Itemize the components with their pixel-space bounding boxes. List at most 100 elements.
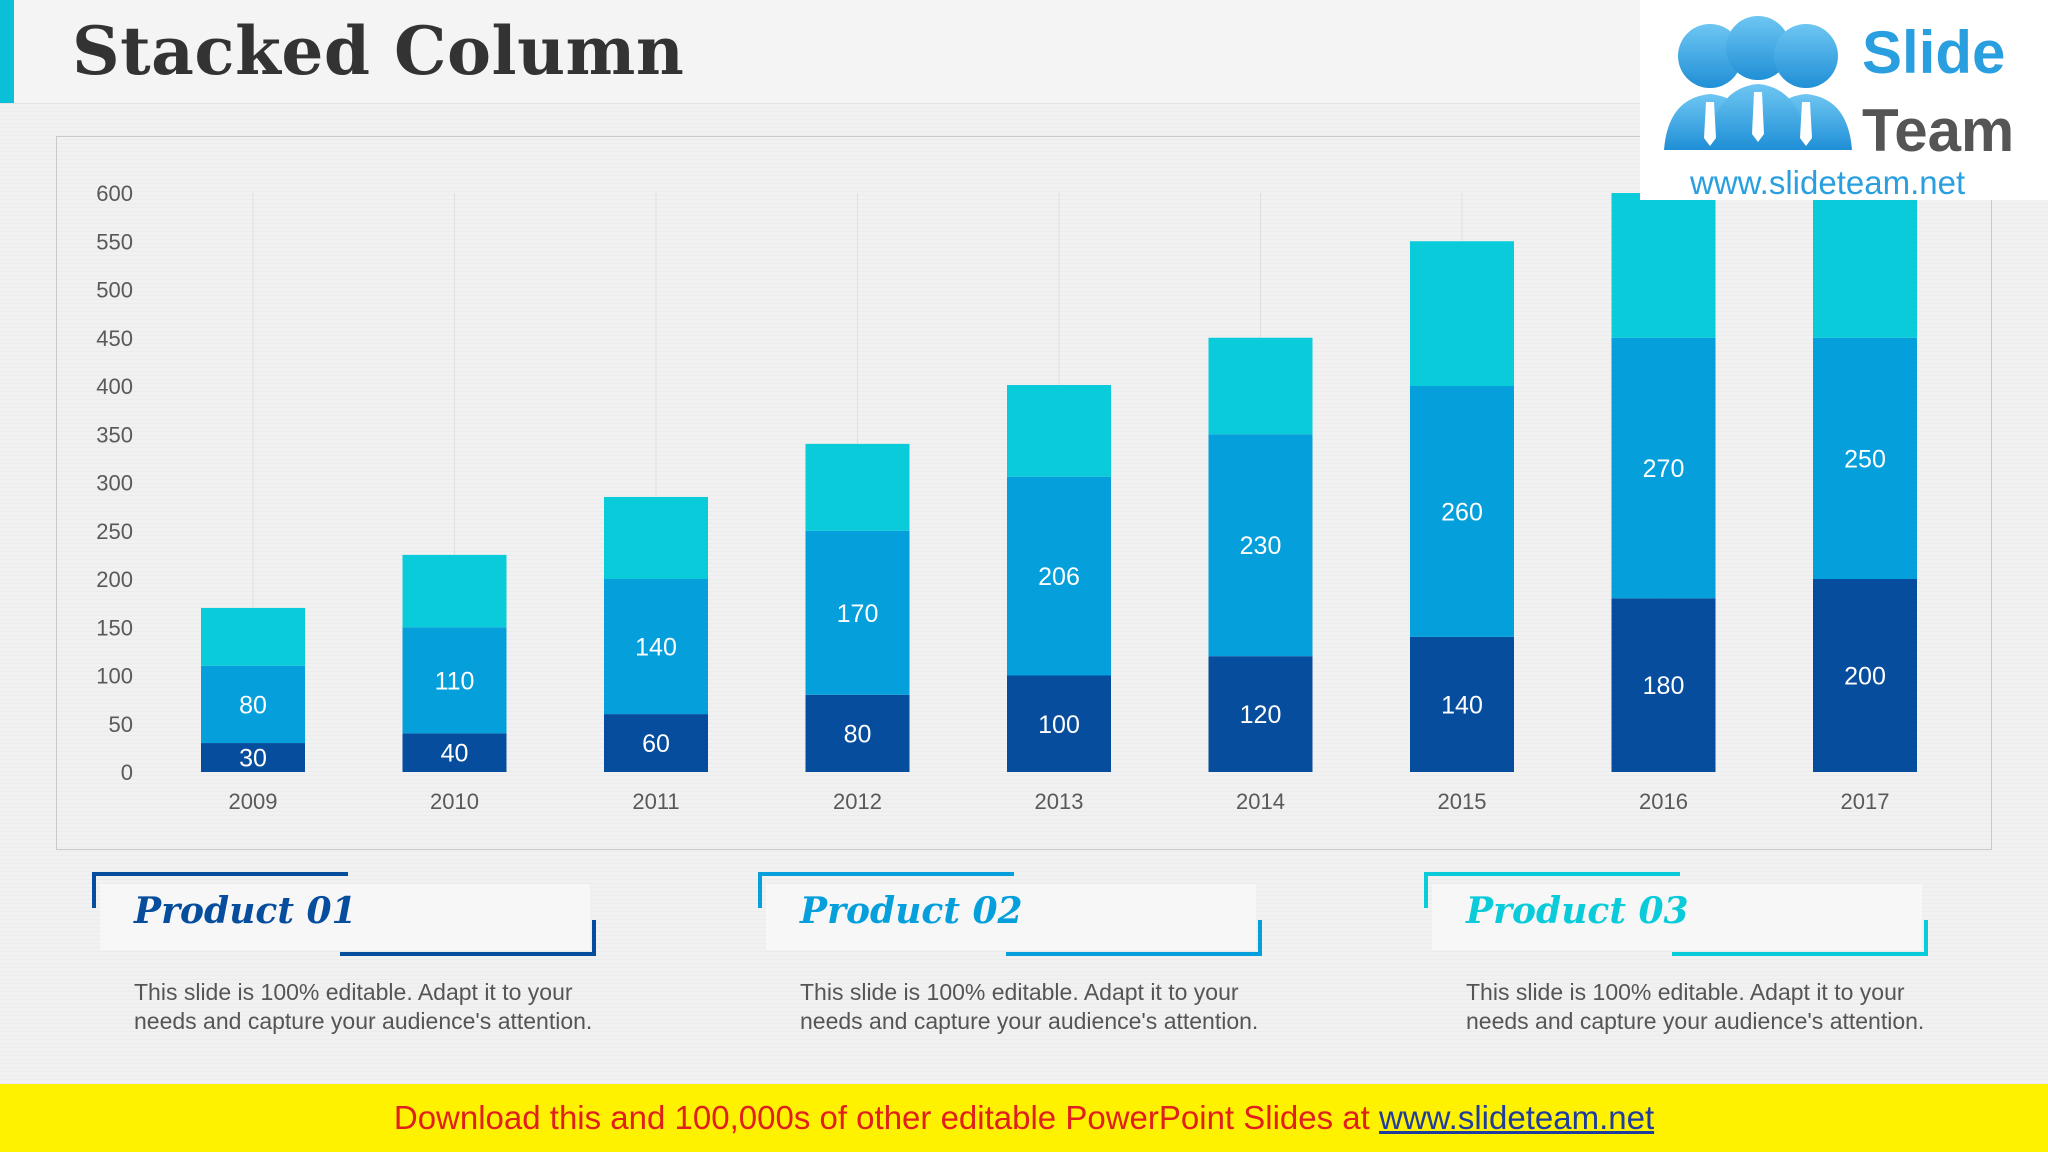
product-02-card: Product 02 This slide is 100% editable. … (758, 872, 1278, 1072)
bar-2009-series-2 (201, 665, 305, 744)
product-03-description: This slide is 100% editable. Adapt it to… (1466, 978, 1966, 1036)
bar-2015-series-2 (1410, 386, 1514, 637)
y-tick-label-550: 550 (96, 229, 133, 254)
bar-2014-series-2 (1208, 434, 1313, 657)
data-label-2013-series-1: 100 (1038, 711, 1080, 739)
x-tick-label-2017: 2017 (1841, 789, 1890, 814)
product-03-bracket-top (1424, 872, 1680, 908)
data-label-2017-series-2: 250 (1844, 445, 1886, 473)
bar-2014-series-1 (1208, 656, 1313, 772)
data-label-2009-series-1: 30 (239, 745, 267, 773)
product-01-card: Product 01 This slide is 100% editable. … (92, 872, 612, 1072)
banner-text: Download this and 100,000s of other edit… (394, 1099, 1654, 1136)
data-label-2013-series-2: 206 (1038, 563, 1080, 591)
chart-frame: 0 50 100 150 200 250 300 350 400 450 500 550 600 30 80… (56, 136, 1992, 850)
product-03-desc-line1: This slide is 100% editable. Adapt it to… (1466, 979, 1905, 1005)
data-label-2009-series-2: 80 (239, 691, 267, 719)
slideteam-logo[interactable]: Slide Team www.slideteam.net (1640, 0, 2048, 201)
product-02-title: Product 02 (800, 890, 1023, 932)
people-group-icon (1664, 16, 1852, 150)
product-01-desc-line1: This slide is 100% editable. Adapt it to… (134, 979, 573, 1005)
bar-2009-series-1 (201, 743, 305, 772)
product-02-desc-line1: This slide is 100% editable. Adapt it to… (800, 979, 1239, 1005)
product-01-description: This slide is 100% editable. Adapt it to… (134, 978, 634, 1036)
product-03-box (1432, 884, 1922, 950)
y-tick-label-250: 250 (96, 519, 133, 544)
bar-2015-series-1 (1410, 636, 1514, 772)
bar-2013-series-1 (1007, 675, 1111, 772)
bar-2013-series-3 (1007, 385, 1111, 477)
x-tick-label-2009: 2009 (229, 789, 278, 814)
banner-message: Download this and 100,000s of other edit… (393, 1099, 1379, 1136)
y-tick-label-600: 600 (96, 181, 133, 206)
bar-2012-series-1 (805, 694, 910, 772)
y-tick-label-500: 500 (96, 278, 133, 303)
logo-word-team: Team (1862, 97, 2015, 164)
x-tick-label-2010: 2010 (430, 789, 479, 814)
data-label-2017-series-1: 200 (1844, 663, 1886, 691)
page-title: Stacked Column (72, 12, 685, 90)
data-label-2012-series-1: 80 (844, 720, 872, 748)
bar-2010-series-2 (402, 627, 507, 734)
y-tick-label-100: 100 (96, 664, 133, 689)
data-label-2010-series-1: 40 (441, 740, 469, 768)
product-01-bracket-bottom (340, 920, 596, 956)
bar-2017-series-2 (1813, 337, 1917, 579)
y-tick-label-50: 50 (109, 712, 133, 737)
bar-2012-series-3 (805, 443, 910, 531)
product-02-box (766, 884, 1256, 950)
bar-2014-series-3 (1208, 337, 1313, 435)
x-tick-label-2012: 2012 (833, 789, 882, 814)
download-banner: Download this and 100,000s of other edit… (0, 1084, 2048, 1152)
title-accent-bar (0, 0, 14, 103)
bar-2017-series-1 (1813, 579, 1917, 772)
product-01-box (100, 884, 590, 950)
bar-2011-series-3 (604, 496, 708, 579)
x-tick-label-2016: 2016 (1639, 789, 1688, 814)
product-02-bracket-bottom (1006, 920, 1262, 956)
x-tick-label-2014: 2014 (1236, 789, 1285, 814)
bar-2017-series-3 (1813, 193, 1917, 338)
bar-2010-series-1 (402, 733, 507, 772)
x-tick-label-2015: 2015 (1438, 789, 1487, 814)
bar-2016-series-3 (1611, 193, 1716, 338)
product-02-desc-line2: needs and capture your audience's attent… (800, 1008, 1259, 1034)
data-label-2016-series-2: 270 (1643, 455, 1685, 483)
logo-word-slide: Slide (1862, 19, 2006, 86)
data-label-2010-series-2: 110 (435, 667, 475, 695)
bar-2010-series-3 (402, 554, 507, 628)
product-01-bracket-top (92, 872, 348, 908)
banner-link[interactable]: www.slideteam.net (1379, 1099, 1655, 1136)
y-tick-label-200: 200 (96, 567, 133, 592)
x-tick-label-2011: 2011 (632, 789, 679, 814)
y-tick-label-400: 400 (96, 374, 133, 399)
data-label-2015-series-1: 140 (1441, 691, 1483, 719)
product-02-bracket-top (758, 872, 1014, 908)
stacked-column-chart: 0 50 100 150 200 250 300 350 400 450 500 550 600 30 80… (96, 181, 1917, 814)
bar-2009-series-3 (201, 607, 305, 666)
bar-2013-series-2 (1007, 476, 1111, 676)
bar-2016-series-1 (1611, 598, 1716, 772)
product-03-card: Product 03 This slide is 100% editable. … (1424, 872, 1944, 1072)
y-tick-label-450: 450 (96, 326, 133, 351)
product-03-bracket-bottom (1672, 920, 1928, 956)
data-label-2014-series-1: 120 (1240, 701, 1282, 729)
product-01-title: Product 01 (134, 890, 357, 932)
y-tick-label-350: 350 (96, 422, 133, 447)
data-label-2014-series-2: 230 (1240, 532, 1282, 560)
data-label-2012-series-2: 170 (837, 600, 879, 628)
product-02-description: This slide is 100% editable. Adapt it to… (800, 978, 1300, 1036)
data-label-2011-series-2: 140 (635, 634, 677, 662)
data-label-2016-series-1: 180 (1643, 672, 1685, 700)
y-tick-label-150: 150 (96, 615, 133, 640)
logo-url-link[interactable]: www.slideteam.net (1690, 164, 1966, 201)
bar-2012-series-2 (805, 530, 910, 695)
x-tick-label-2013: 2013 (1035, 789, 1084, 814)
data-label-2011-series-1: 60 (642, 730, 670, 758)
product-01-desc-line2: needs and capture your audience's attent… (134, 1008, 593, 1034)
product-03-desc-line2: needs and capture your audience's attent… (1466, 1008, 1925, 1034)
data-label-2015-series-2: 260 (1441, 498, 1483, 526)
product-03-title: Product 03 (1466, 890, 1689, 932)
bar-2011-series-2 (604, 579, 708, 715)
bar-2011-series-1 (604, 714, 708, 772)
